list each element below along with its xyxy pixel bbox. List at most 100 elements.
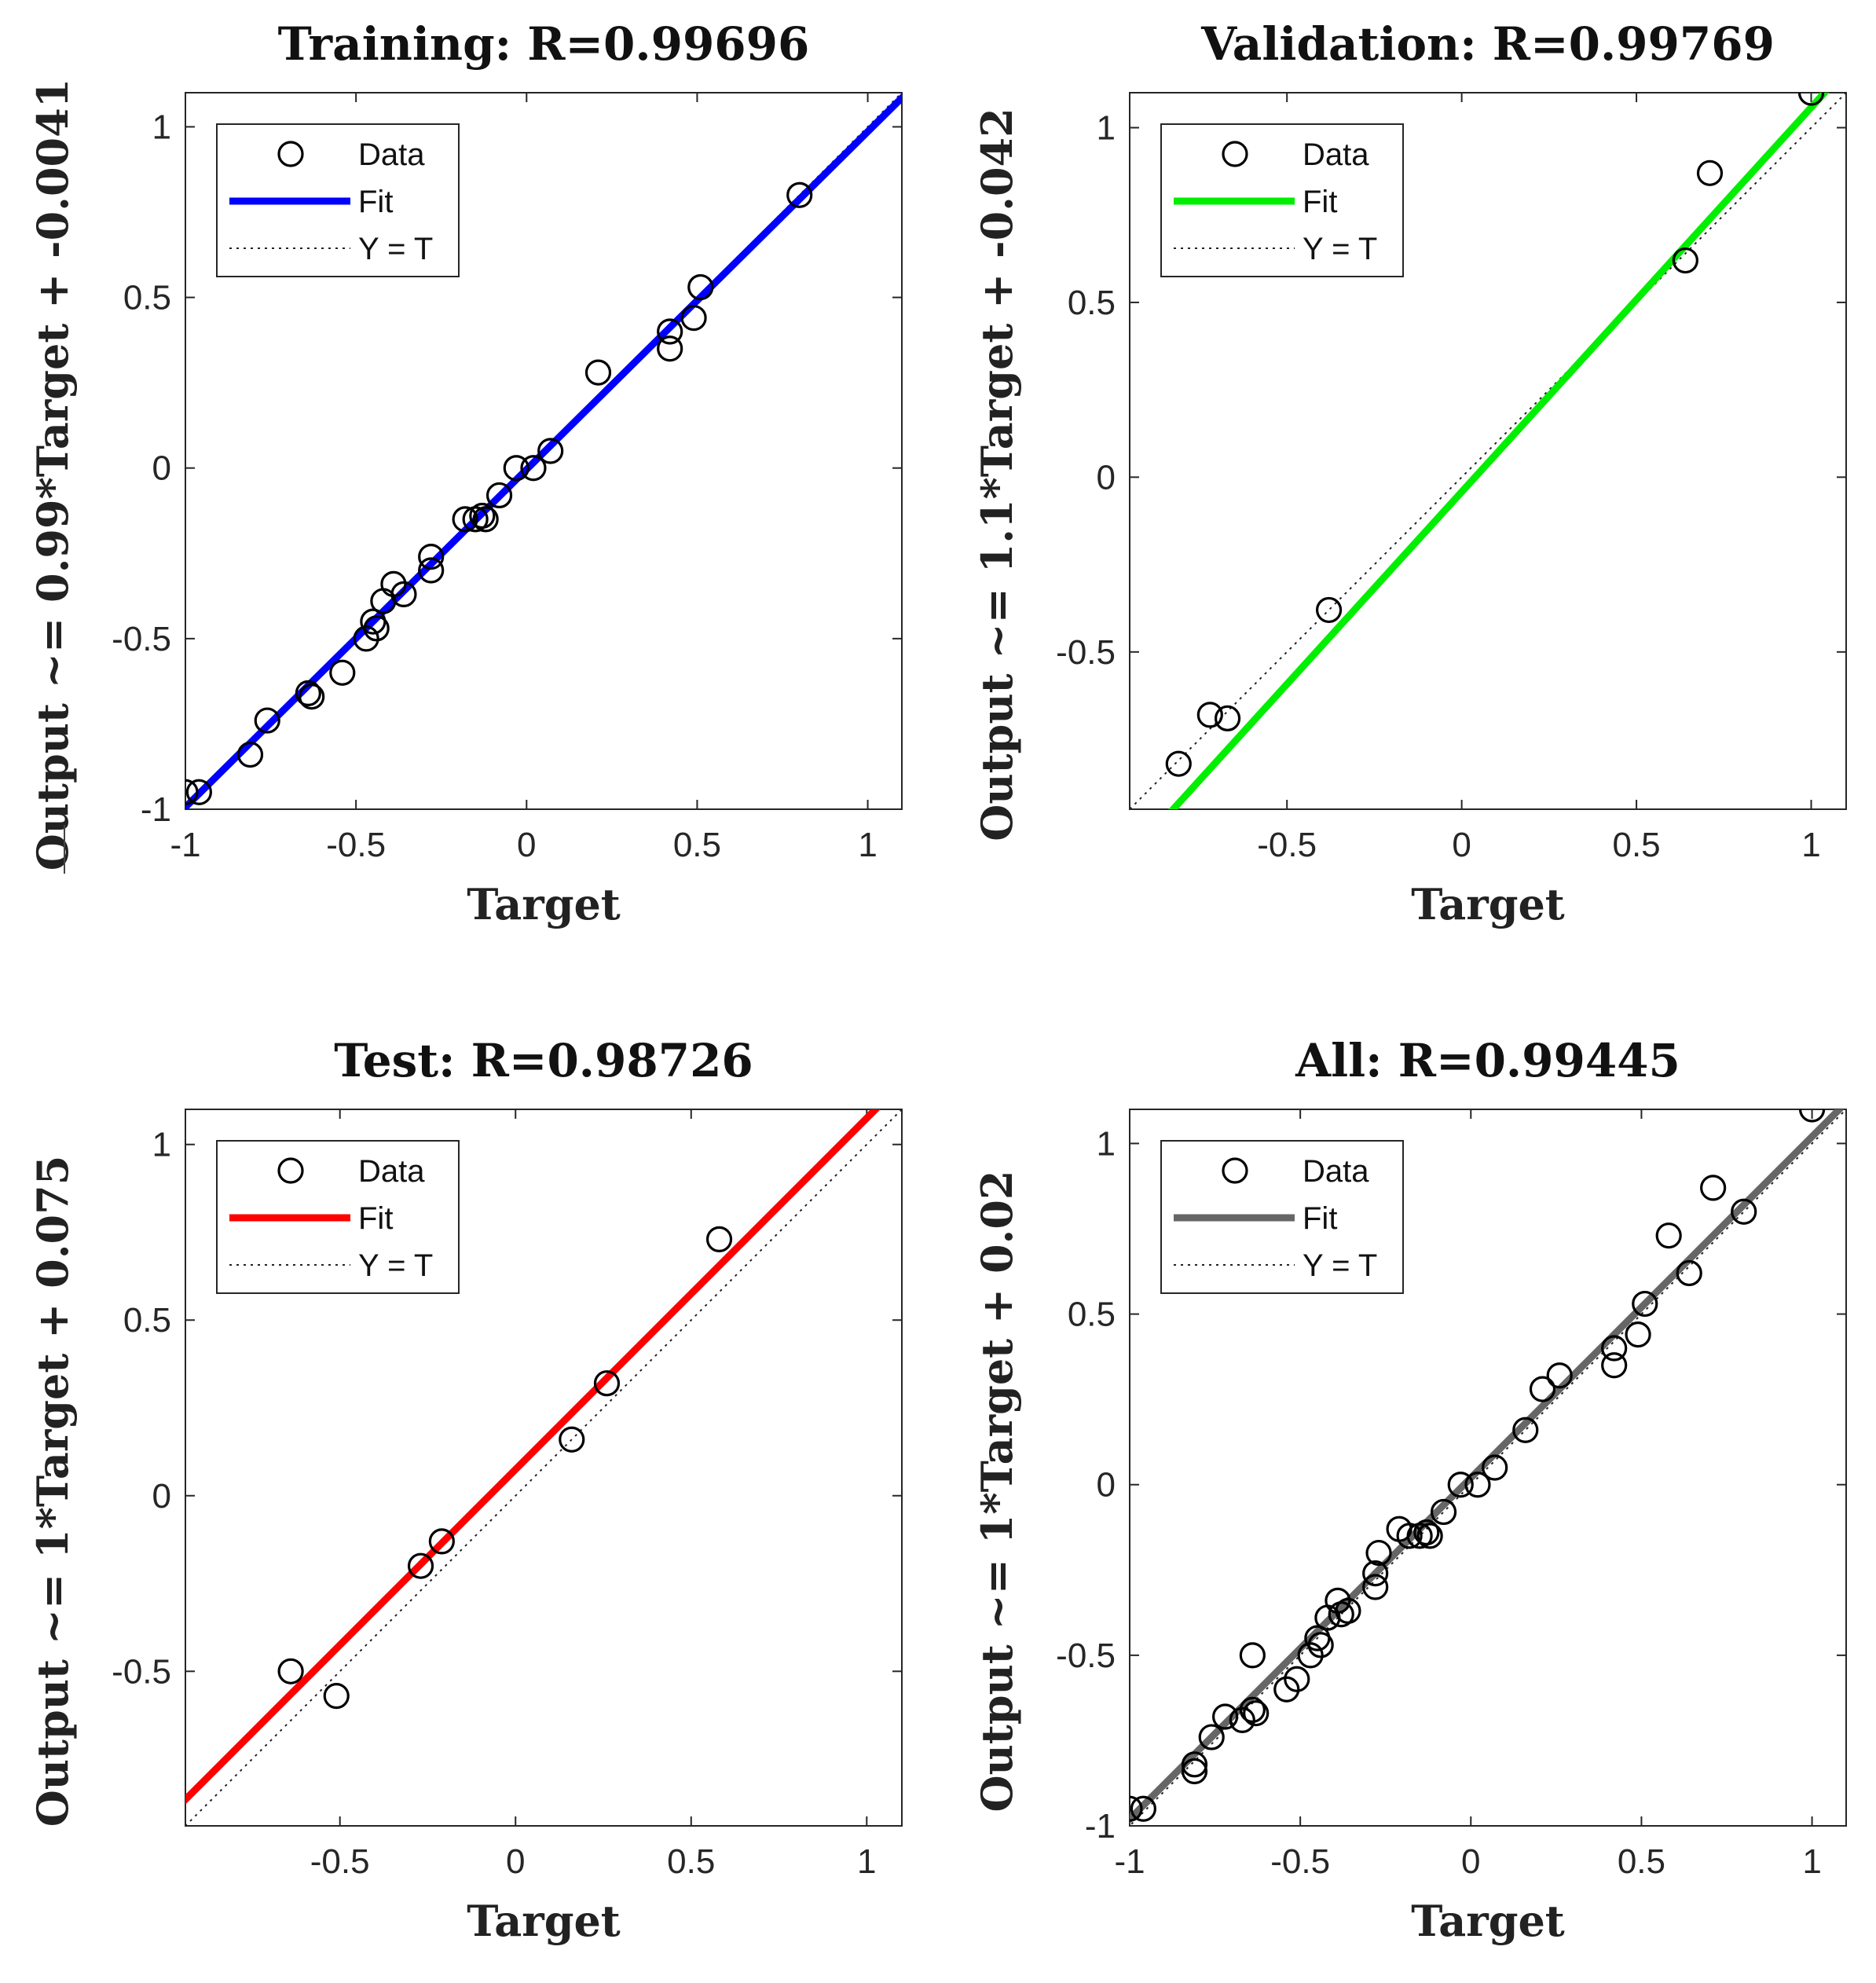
test-ytick-label: -0.5 bbox=[112, 1652, 171, 1691]
training-data-point bbox=[452, 506, 478, 533]
validation-ytick-label: 0.5 bbox=[1068, 284, 1116, 322]
all-xtick-label: -1 bbox=[1114, 1842, 1145, 1881]
test-ylabel: Output ~= 1*Target + 0.075 bbox=[27, 1156, 78, 1827]
all-data-point bbox=[1273, 1676, 1300, 1703]
test-legend: Data Fit Y = T bbox=[216, 1140, 460, 1294]
all-data-point bbox=[1798, 1109, 1826, 1123]
validation-ytick-label: -0.5 bbox=[1056, 633, 1116, 672]
training-data-point bbox=[380, 570, 407, 597]
all-legend-label: Data bbox=[1303, 1154, 1369, 1189]
all-data-point bbox=[1239, 1642, 1266, 1669]
validation-data-point bbox=[1696, 159, 1724, 186]
training-data-point bbox=[363, 615, 390, 642]
all-data-point bbox=[1482, 1454, 1508, 1481]
test-xtick-label: 0 bbox=[506, 1842, 525, 1881]
training-data-point bbox=[418, 544, 445, 570]
all-identity-line bbox=[1130, 1109, 1846, 1826]
training-data-point bbox=[786, 181, 813, 208]
training-ytick-label: 0.5 bbox=[123, 279, 171, 317]
validation-legend-label: Fit bbox=[1303, 185, 1337, 219]
all-data-point bbox=[1130, 1795, 1156, 1822]
training-xtick-label: 0 bbox=[517, 826, 536, 864]
training-data-point bbox=[469, 502, 496, 530]
validation-xtick-label: -0.5 bbox=[1257, 826, 1317, 864]
training-data-point bbox=[329, 659, 356, 686]
training-legend-label: Data bbox=[358, 137, 425, 172]
test-ytick-label: 0 bbox=[152, 1477, 171, 1516]
all-data-point bbox=[1362, 1560, 1389, 1587]
test-data-point bbox=[277, 1658, 304, 1684]
validation-data-point bbox=[1214, 705, 1241, 731]
all-data-point bbox=[1181, 1758, 1208, 1785]
validation-ytick-label: 1 bbox=[1097, 108, 1116, 147]
all-data-point bbox=[1413, 1519, 1440, 1546]
validation-title: Validation: R=0.99769 bbox=[1200, 17, 1775, 71]
validation-xlabel: Target bbox=[1411, 879, 1565, 929]
training-xtick-label: 0.5 bbox=[673, 826, 721, 864]
training-ytick-label: 0 bbox=[152, 449, 171, 488]
all-data-point bbox=[1700, 1175, 1727, 1201]
all-data-point bbox=[1447, 1472, 1474, 1498]
test-xtick-label: 0.5 bbox=[667, 1842, 715, 1881]
training-data-point bbox=[236, 741, 264, 768]
training-data-point bbox=[254, 707, 280, 734]
training-xtick-label: -1 bbox=[170, 826, 200, 864]
all-ytick-label: 1 bbox=[1097, 1124, 1116, 1163]
test-xlabel: Target bbox=[467, 1896, 621, 1946]
test-xtick-label: 1 bbox=[857, 1842, 876, 1881]
training-title: Training: R=0.99696 bbox=[278, 17, 810, 71]
training-data-point bbox=[680, 305, 707, 332]
all-data-point bbox=[1198, 1724, 1225, 1750]
validation-xtick-label: 0.5 bbox=[1612, 826, 1660, 864]
training-data-point bbox=[657, 335, 683, 362]
validation-xtick-label: 0 bbox=[1452, 826, 1471, 864]
all-xlabel: Target bbox=[1411, 1896, 1565, 1946]
training-ylabel: Output ~= 0.99*Target + -0.0041 bbox=[27, 79, 78, 871]
training-data-point bbox=[295, 680, 321, 706]
training-legend-label: Y = T bbox=[358, 232, 433, 266]
all-legend-label: Fit bbox=[1303, 1201, 1337, 1236]
all-legend-label: Y = T bbox=[1303, 1248, 1377, 1283]
all-data-point bbox=[1307, 1632, 1334, 1659]
all-data-point bbox=[1601, 1352, 1628, 1379]
test-legend-label: Data bbox=[358, 1154, 425, 1189]
training-ytick-label: 1 bbox=[152, 108, 171, 146]
all-data-point bbox=[1430, 1498, 1457, 1526]
validation-legend-label: Y = T bbox=[1303, 232, 1377, 266]
validation-plot-area bbox=[1130, 93, 1846, 809]
validation-data-point bbox=[1797, 93, 1825, 106]
training-data-point bbox=[657, 318, 683, 345]
test-data-point bbox=[593, 1370, 621, 1397]
training-data-point bbox=[520, 455, 547, 482]
training-data-point bbox=[390, 581, 417, 608]
training-data-point bbox=[537, 438, 564, 464]
panel-test: -0.5 0 0.5 1 -0.5 0 0.5 1 Test: R=0.98726 Target O… bbox=[27, 1034, 903, 1946]
validation-xtick-label: 1 bbox=[1801, 826, 1820, 864]
all-data-point bbox=[1464, 1472, 1491, 1498]
test-legend-label: Y = T bbox=[358, 1248, 433, 1283]
training-ytick-label: -1 bbox=[141, 790, 171, 829]
training-data-point bbox=[687, 273, 714, 301]
all-ylabel: Output ~= 1*Target + 0.02 bbox=[972, 1171, 1022, 1813]
validation-ytick-label: 0 bbox=[1097, 458, 1116, 497]
all-data-point bbox=[1731, 1198, 1757, 1225]
training-legend-label: Fit bbox=[358, 185, 393, 219]
training-data-point bbox=[485, 482, 513, 509]
test-legend-label: Fit bbox=[358, 1201, 393, 1236]
test-data-point bbox=[407, 1552, 434, 1579]
test-data-point bbox=[323, 1682, 350, 1710]
validation-legend: Data Fit Y = T bbox=[1160, 123, 1404, 277]
training-data-point bbox=[472, 506, 499, 533]
all-ytick-label: -1 bbox=[1085, 1807, 1116, 1846]
test-legend-data-marker bbox=[277, 1157, 304, 1184]
validation-legend-label: Data bbox=[1303, 137, 1369, 172]
all-data-point bbox=[1181, 1751, 1208, 1778]
training-legend: Data Fit Y = T bbox=[216, 123, 460, 277]
all-data-point bbox=[1546, 1362, 1573, 1389]
all-data-point bbox=[1362, 1574, 1389, 1600]
validation-data-point bbox=[1165, 750, 1192, 777]
all-data-point bbox=[1297, 1642, 1324, 1669]
training-xtick-label: 1 bbox=[858, 826, 877, 864]
training-data-point bbox=[185, 779, 212, 805]
